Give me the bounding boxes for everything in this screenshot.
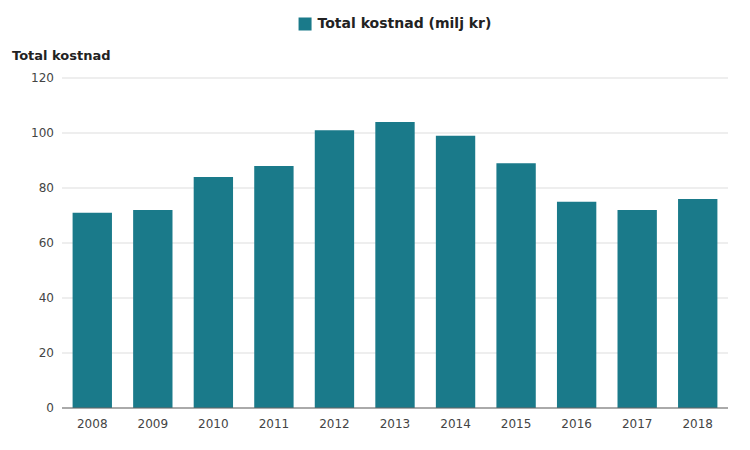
y-tick-label: 0	[46, 401, 54, 415]
x-tick-label: 2010	[198, 417, 229, 431]
chart: 0204060801001202008200920102011201220132…	[0, 0, 750, 450]
y-tick-label: 80	[39, 181, 54, 195]
x-tick-label: 2012	[319, 417, 350, 431]
x-tick-label: 2016	[561, 417, 592, 431]
x-tick-label: 2013	[380, 417, 411, 431]
x-tick-label: 2014	[440, 417, 471, 431]
bar	[254, 166, 293, 408]
bar	[496, 163, 535, 408]
bar	[315, 130, 354, 408]
y-tick-label: 40	[39, 291, 54, 305]
x-tick-label: 2008	[77, 417, 108, 431]
bar	[194, 177, 233, 408]
x-tick-label: 2018	[682, 417, 713, 431]
x-axis-line	[62, 408, 728, 409]
grid	[62, 78, 728, 408]
y-tick-label: 120	[31, 71, 54, 85]
bars	[73, 122, 718, 408]
y-tick-label: 20	[39, 346, 54, 360]
x-tick-label: 2009	[138, 417, 169, 431]
x-axis: 2008 2009 2010 2011 2012 2013 2014 2015 2016 2017…	[77, 417, 713, 431]
y-tick-label: 100	[31, 126, 54, 140]
y-tick-label: 60	[39, 236, 54, 250]
bar	[618, 210, 657, 408]
bar	[557, 202, 596, 408]
y-axis: 0 20 40 60 80 100 120	[31, 71, 54, 415]
x-tick-label: 2015	[501, 417, 532, 431]
bar	[436, 136, 475, 408]
bar	[375, 122, 414, 408]
y-axis-label: Total kostnad	[12, 48, 111, 63]
bar	[73, 213, 112, 408]
legend-swatch	[299, 18, 312, 31]
chart-container: 0204060801001202008200920102011201220132…	[0, 0, 750, 450]
x-tick-label: 2017	[622, 417, 653, 431]
legend: Total kostnad (milj kr)	[299, 15, 492, 31]
x-tick-label: 2011	[259, 417, 290, 431]
bar	[678, 199, 717, 408]
grid-line	[62, 408, 728, 409]
grid-line	[62, 78, 728, 79]
bar	[133, 210, 172, 408]
legend-label: Total kostnad (milj kr)	[318, 15, 492, 31]
